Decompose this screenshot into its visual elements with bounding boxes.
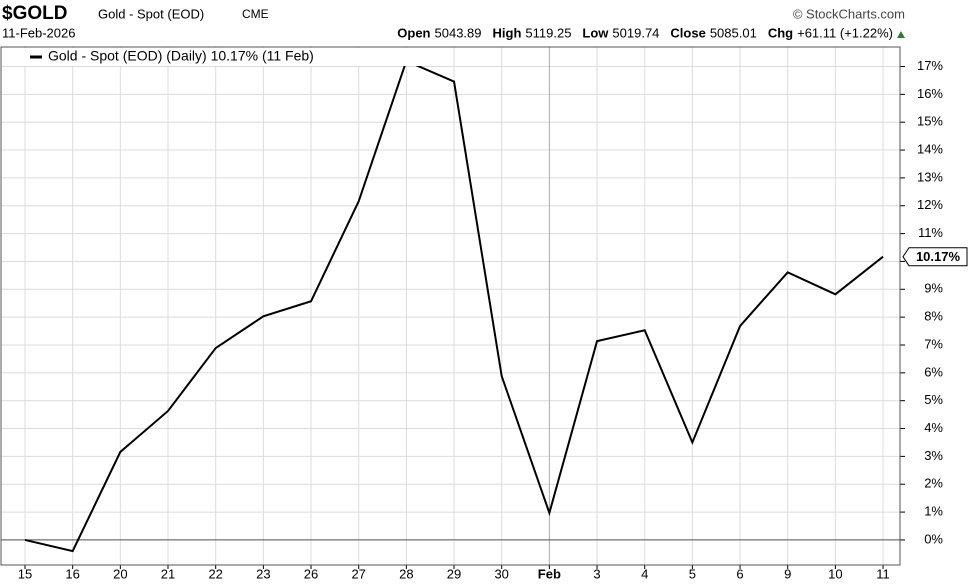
x-tick-label: 9 — [784, 566, 791, 581]
y-tick-label: 8% — [924, 309, 943, 324]
value-label: 10.17% — [916, 249, 961, 264]
x-tick-label: 15 — [18, 566, 32, 581]
x-tick-label: 16 — [65, 566, 79, 581]
x-tick-label: 10 — [828, 566, 842, 581]
exchange: CME — [242, 7, 269, 21]
y-tick-label: 12% — [917, 197, 943, 212]
y-tick-label: 2% — [924, 476, 943, 491]
y-tick-label: 0% — [924, 531, 943, 546]
y-tick-label: 1% — [924, 504, 943, 519]
stat-value: 5043.89 — [435, 25, 482, 40]
stat-label: Open — [397, 25, 430, 40]
x-tick-label: 30 — [494, 566, 508, 581]
stat-value: 5019.74 — [612, 25, 659, 40]
x-tick-label: 6 — [736, 566, 743, 581]
x-tick-label: 28 — [399, 566, 413, 581]
plot-frame — [0, 46, 901, 566]
symbol: $GOLD — [2, 3, 67, 24]
stat-label: Close — [670, 25, 705, 40]
stat-value: 5085.01 — [710, 25, 757, 40]
date: 11-Feb-2026 — [2, 25, 75, 40]
y-tick-label: 4% — [924, 420, 943, 435]
y-tick-label: 5% — [924, 392, 943, 407]
x-tick-label: 27 — [351, 566, 365, 581]
y-tick-label: 6% — [924, 364, 943, 379]
credit: © StockCharts.com — [793, 6, 905, 21]
symbol-name: Gold - Spot (EOD) — [98, 6, 204, 21]
stat-label: Low — [582, 25, 609, 40]
y-tick-label: 13% — [917, 169, 943, 184]
value-tag — [902, 247, 968, 267]
stat-value: 5119.25 — [525, 25, 571, 40]
x-tick-label: 5 — [689, 566, 696, 581]
x-tick-label: 3 — [593, 566, 600, 581]
line — [24, 59, 884, 553]
x-tick-label: 11 — [876, 566, 890, 581]
y-tick-label: 14% — [917, 141, 943, 156]
stat-value: +61.11 (+1.22%) — [797, 25, 893, 40]
y-tick-label: 9% — [924, 281, 943, 296]
stat-label: High — [493, 25, 522, 40]
y-tick-label: 11% — [918, 225, 943, 240]
x-tick-label: 23 — [256, 566, 270, 581]
stat-label: Chg — [768, 25, 793, 40]
x-tick-label: 29 — [447, 566, 461, 581]
legend-label: Gold - Spot (EOD) (Daily) 10.17% (11 Feb… — [48, 48, 314, 64]
x-tick-label: 21 — [161, 566, 175, 581]
x-tick-label: 20 — [113, 566, 127, 581]
stats: +61.11 (+1.22%) Chg 5085.01 Close 5019.74Low… — [397, 25, 893, 40]
legend-box — [2, 48, 422, 66]
y-tick-label: 17% — [917, 58, 943, 73]
y-tick-label: 3% — [924, 448, 943, 463]
x-tick-label: 4 — [641, 566, 648, 581]
y-tick-label: 7% — [924, 336, 943, 351]
x-tick-label: 22 — [208, 566, 222, 581]
x-tick-label: 26 — [304, 566, 318, 581]
y-tick-label: 16% — [917, 86, 943, 101]
up-arrow — [897, 31, 905, 38]
x-tick-label: Feb — [538, 566, 561, 581]
y-tick-label: 15% — [917, 114, 943, 129]
